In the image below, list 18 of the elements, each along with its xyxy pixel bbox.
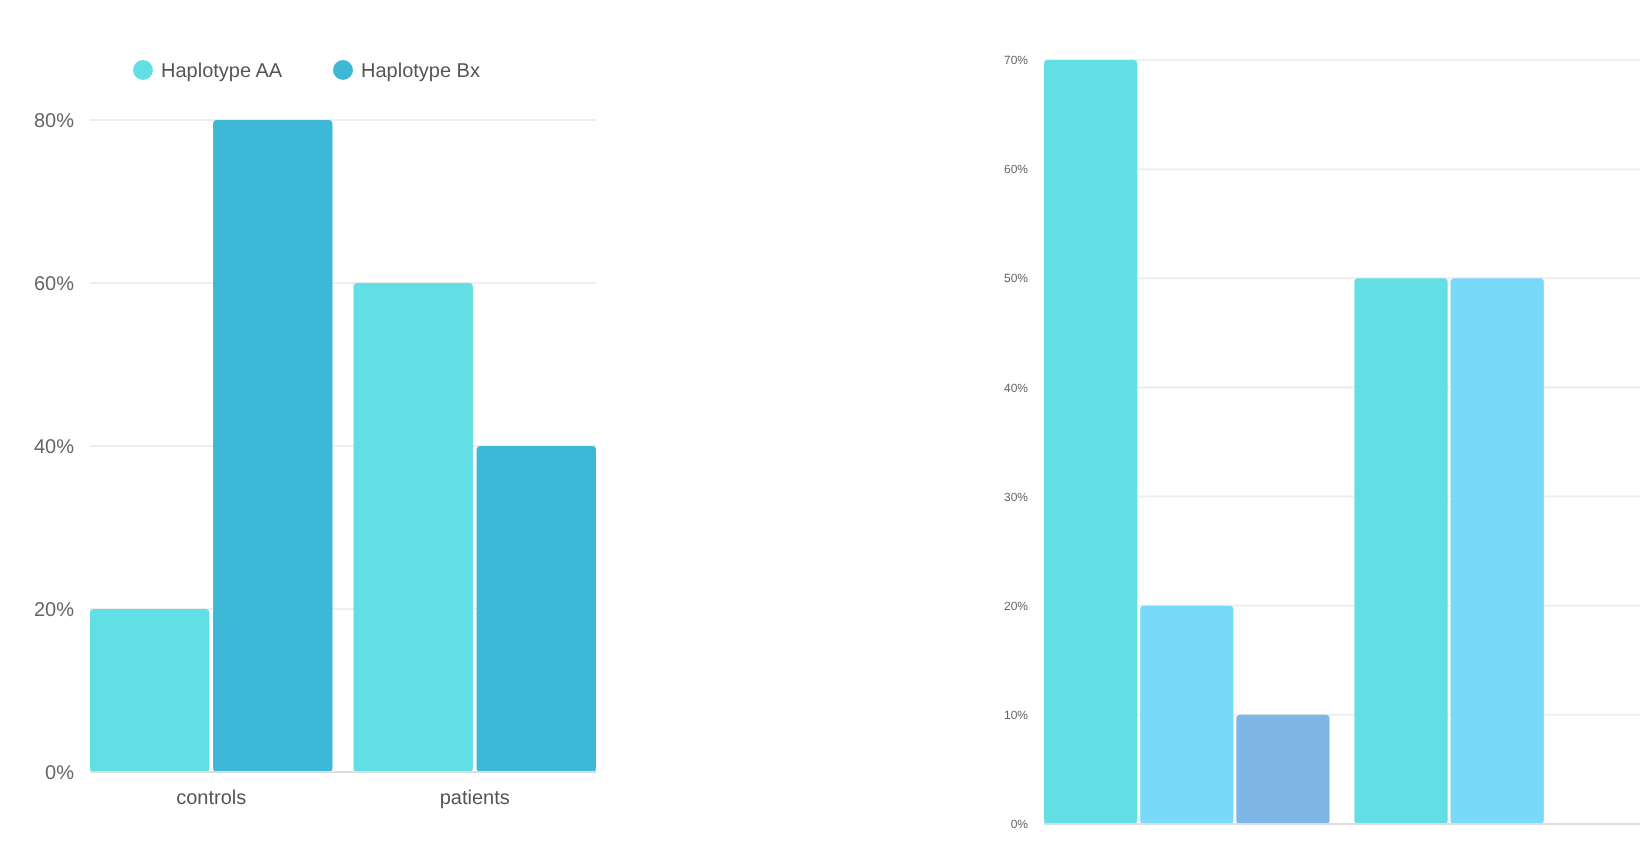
- legend-label: Haplotype AA: [161, 61, 283, 83]
- bar: [1236, 714, 1330, 824]
- bar: [213, 120, 333, 772]
- bar: [353, 283, 473, 772]
- legend-label: Haplotype Bx: [361, 61, 480, 83]
- x-tick-label: controls: [176, 788, 247, 810]
- x-tick-label: patients: [439, 788, 510, 810]
- bar: [1450, 278, 1544, 824]
- y-tick-label: 40%: [33, 437, 75, 459]
- y-tick-label: 20%: [33, 600, 75, 622]
- bar: [1140, 605, 1234, 824]
- bar: [90, 609, 210, 772]
- y-tick-label: 80%: [33, 111, 75, 133]
- y-tick-label: 0%: [45, 763, 75, 785]
- y-tick-label: 60%: [33, 274, 75, 296]
- bar: [1354, 278, 1448, 824]
- bar: [476, 446, 596, 772]
- bar: [1044, 60, 1138, 824]
